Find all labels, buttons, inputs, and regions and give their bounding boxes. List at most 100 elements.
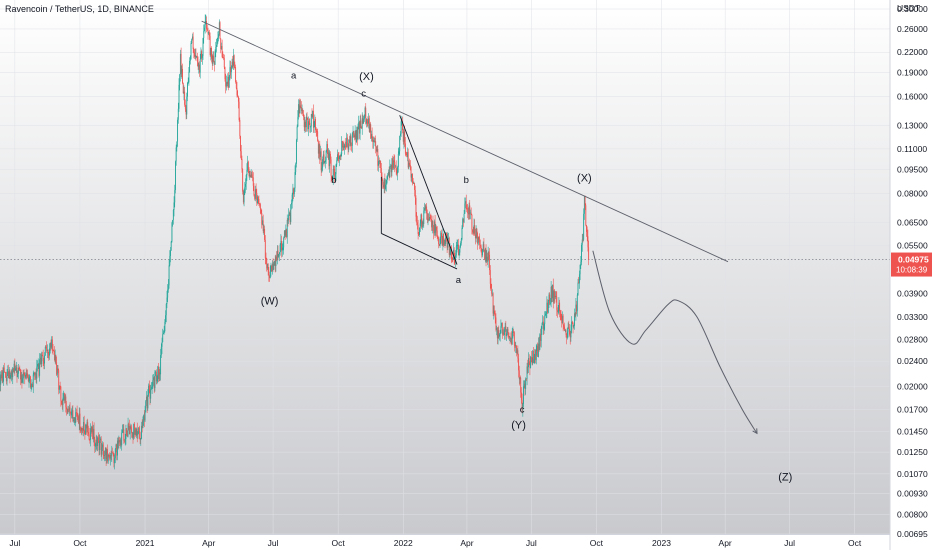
candle-body — [151, 386, 153, 388]
candle-body — [397, 167, 399, 174]
candle-body — [440, 232, 442, 239]
candle-body — [410, 166, 412, 178]
candle — [538, 336, 540, 352]
candle-body — [518, 370, 520, 380]
candle — [190, 41, 192, 60]
candle — [237, 90, 239, 98]
candle — [117, 437, 119, 450]
candle-body — [115, 444, 117, 449]
candle-body — [38, 363, 40, 376]
candle — [261, 209, 263, 229]
candle-body — [561, 315, 563, 323]
candle-body — [116, 444, 118, 456]
candle — [183, 85, 185, 101]
candle — [204, 24, 205, 32]
candle — [27, 374, 29, 383]
candle — [6, 368, 8, 386]
candle — [139, 431, 141, 445]
candle-body — [36, 366, 38, 379]
candle-body — [531, 357, 533, 364]
candle — [167, 284, 169, 303]
candle-body — [438, 244, 440, 246]
candle-body — [339, 155, 341, 160]
candle-body — [320, 151, 321, 158]
candle-body — [442, 233, 444, 246]
candle-body — [391, 158, 393, 173]
candle — [104, 450, 106, 462]
candle — [92, 424, 94, 443]
candle-body — [99, 440, 101, 451]
candle-body — [271, 263, 273, 272]
candle — [39, 353, 41, 365]
candle — [70, 411, 72, 423]
candle-body — [32, 374, 34, 388]
candle-body — [107, 454, 109, 462]
time-axis-background[interactable] — [0, 534, 890, 550]
candle — [20, 368, 21, 386]
candle — [566, 327, 568, 340]
candle-body — [153, 377, 155, 389]
candle — [81, 426, 83, 436]
candle-body — [76, 412, 78, 416]
candle-body — [510, 337, 512, 339]
candle — [418, 232, 420, 237]
candle-body — [213, 61, 215, 65]
candle-body — [517, 350, 519, 359]
candle — [422, 218, 424, 227]
candle — [382, 181, 384, 190]
candle-body — [563, 324, 565, 327]
candle-body — [506, 329, 508, 334]
candle-body — [124, 438, 126, 441]
candle — [177, 102, 179, 124]
wedge-line[interactable] — [399, 115, 458, 265]
candle — [44, 345, 46, 356]
candle-body — [523, 383, 525, 387]
candle-body — [15, 368, 17, 371]
candle — [148, 383, 150, 397]
candle-body — [359, 120, 361, 134]
candle-body — [98, 441, 100, 451]
candle-body — [305, 121, 307, 128]
candle-body — [155, 371, 157, 373]
time-axis[interactable]: Jul Oct 2021 Apr Jul Oct 2022 Apr Jul Oct 2023 Apr J… — [9, 538, 861, 548]
candle-body — [523, 386, 524, 404]
candle-body — [455, 246, 457, 256]
wedge-line[interactable] — [381, 233, 458, 270]
candle — [467, 203, 469, 219]
candle — [66, 401, 67, 416]
candle-body — [218, 22, 220, 35]
projection-path[interactable] — [592, 250, 758, 434]
candle — [362, 114, 364, 125]
candle — [91, 425, 93, 434]
candle-body — [395, 165, 397, 171]
candle — [513, 331, 515, 352]
candle — [240, 135, 241, 158]
candle — [549, 292, 551, 305]
candle — [30, 383, 32, 392]
wave-label: (Z) — [778, 472, 792, 484]
candle — [395, 164, 396, 168]
resistance-trendline[interactable] — [201, 20, 729, 263]
candle-body — [331, 175, 333, 180]
candle — [169, 250, 171, 267]
candle-body — [260, 209, 262, 214]
wave-label: (X) — [577, 173, 592, 185]
candle — [226, 81, 228, 88]
candle — [149, 384, 151, 406]
candle-body — [586, 231, 588, 237]
candle-body — [577, 282, 579, 295]
candle-body — [504, 326, 506, 330]
time-tick: Oct — [590, 538, 604, 548]
price-axis[interactable]: 0.300000.260000.220000.190000.160000.130… — [897, 4, 928, 539]
candle-body — [569, 334, 571, 338]
candle — [181, 65, 183, 79]
price-tick: 0.01070 — [897, 469, 928, 479]
candle — [145, 400, 147, 413]
candle-body — [134, 429, 136, 435]
candle-body — [303, 116, 305, 128]
candle — [279, 243, 281, 256]
candle — [206, 16, 208, 33]
candle — [192, 32, 194, 54]
